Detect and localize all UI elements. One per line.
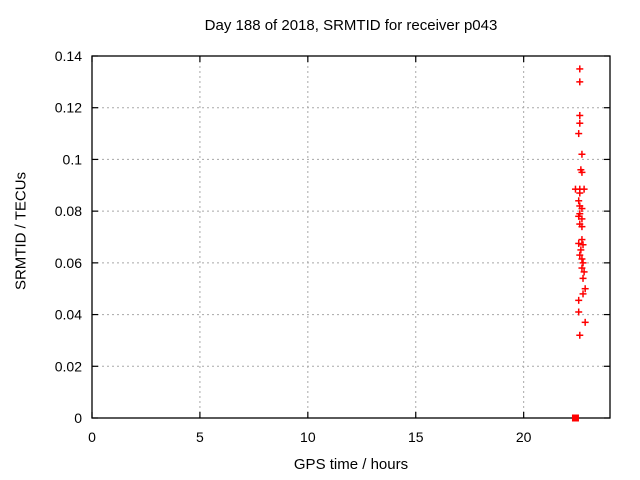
x-axis-label: GPS time / hours — [293, 456, 409, 473]
x-tick-label: 0 — [88, 429, 96, 445]
x-tick-label: 15 — [408, 429, 424, 445]
y-tick-label: 0.02 — [55, 358, 82, 374]
plot-border — [91, 55, 611, 419]
data-point-square — [571, 414, 579, 422]
y-tick-label: 0 — [74, 410, 82, 426]
x-tick-label: 5 — [196, 429, 204, 445]
y-tick-label: 0.08 — [55, 203, 82, 219]
x-tick-label: 20 — [516, 429, 532, 445]
y-tick-label: 0.14 — [55, 48, 82, 64]
y-tick-label: 0.04 — [55, 307, 82, 323]
y-tick-label: 0.12 — [55, 100, 82, 116]
chart-title: Day 188 of 2018, SRMTID for receiver p04… — [204, 17, 498, 34]
y-tick-label: 0.06 — [55, 255, 82, 271]
y-tick-label: 0.1 — [63, 151, 83, 167]
x-tick-label: 10 — [300, 429, 316, 445]
